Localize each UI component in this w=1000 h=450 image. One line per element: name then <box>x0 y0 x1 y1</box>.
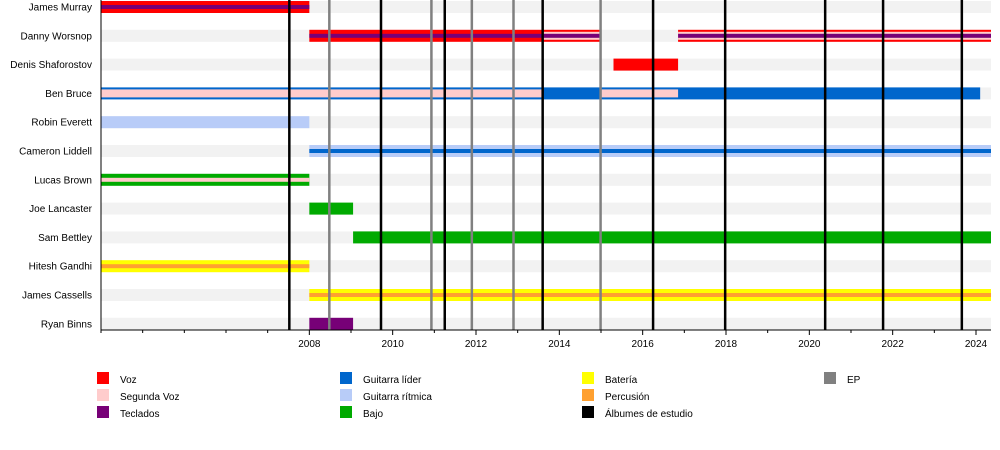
legend-swatch <box>97 372 109 384</box>
legend-swatch <box>582 406 594 418</box>
x-tick-label: 2024 <box>965 339 988 350</box>
row-background <box>101 260 991 273</box>
legend-swatch <box>340 389 352 401</box>
legend-label: EP <box>847 375 861 386</box>
legend-swatch <box>97 406 109 418</box>
legend-item-guitarra_lider: Guitarra líder <box>340 372 422 386</box>
row-background <box>101 317 991 330</box>
bar-voz <box>613 58 679 71</box>
legend-item-percusion: Percusión <box>582 389 649 403</box>
bar-teclados <box>309 33 543 38</box>
member-label: Danny Worsnop <box>20 31 92 42</box>
legend-label: Álbumes de estudio <box>605 407 693 420</box>
legend-label: Batería <box>605 375 638 386</box>
member-label: Lucas Brown <box>34 175 92 186</box>
member-label: Ryan Binns <box>41 319 92 330</box>
legend-item-segunda_voz: Segunda Voz <box>97 389 180 403</box>
legend-item-ep: EP <box>824 372 861 386</box>
x-tick-label: 2022 <box>882 339 905 350</box>
legend-item-teclados: Teclados <box>97 406 159 420</box>
legend-item-voz: Voz <box>97 372 137 386</box>
member-label: Ben Bruce <box>45 89 92 100</box>
bar-teclados <box>309 317 354 330</box>
bar-guitarra_lider <box>309 149 991 153</box>
bar-teclados <box>101 5 310 9</box>
member-label: Denis Shaforostov <box>10 60 92 71</box>
legend-label: Guitarra líder <box>363 375 422 386</box>
legend-item-guitarra_ritmica: Guitarra rítmica <box>340 389 432 403</box>
member-label: Joe Lancaster <box>29 204 92 215</box>
bar-teclados <box>678 33 991 38</box>
bar-percusion <box>101 264 310 269</box>
legend-swatch <box>97 389 109 401</box>
member-label: Cameron Liddell <box>19 147 92 158</box>
bar-segunda_voz <box>101 89 543 98</box>
legend-label: Teclados <box>120 409 159 420</box>
bar-teclados <box>542 33 601 38</box>
bar-segunda_voz <box>101 177 310 182</box>
legend-label: Percusión <box>605 392 649 403</box>
legend-swatch <box>824 372 836 384</box>
x-tick-label: 2008 <box>298 339 321 350</box>
bar-guitarra_ritmica <box>101 116 310 129</box>
x-tick-label: 2010 <box>382 339 405 350</box>
x-tick-label: 2016 <box>632 339 655 350</box>
member-label: Sam Bettley <box>38 233 92 244</box>
legend-label: Guitarra rítmica <box>363 392 432 403</box>
bar-bajo <box>353 231 991 244</box>
bar-segunda_voz <box>601 89 679 98</box>
legend-item-bateria: Batería <box>582 372 638 386</box>
row-background <box>101 58 991 71</box>
legend-swatch <box>340 406 352 418</box>
member-label: James Murray <box>29 3 92 14</box>
member-label: Robin Everett <box>31 118 92 129</box>
row-background <box>101 173 991 186</box>
member-label: James Cassells <box>22 291 92 302</box>
legend-item-albumes: Álbumes de estudio <box>582 406 693 420</box>
legend-swatch <box>582 372 594 384</box>
row-background <box>101 202 991 215</box>
member-label: Hitesh Gandhi <box>29 262 92 273</box>
legend-item-bajo: Bajo <box>340 406 383 420</box>
x-tick-label: 2014 <box>548 339 571 350</box>
legend-label: Voz <box>120 375 137 386</box>
bar-bajo <box>309 202 354 215</box>
row-background <box>101 116 991 129</box>
bar-percusion <box>309 293 991 297</box>
legend-swatch <box>340 372 352 384</box>
legend-label: Segunda Voz <box>120 392 180 403</box>
x-tick-label: 2012 <box>465 339 488 350</box>
legend-label: Bajo <box>363 409 383 420</box>
row-background <box>101 1 991 13</box>
x-tick-label: 2020 <box>798 339 821 350</box>
x-tick-label: 2018 <box>715 339 738 350</box>
legend-swatch <box>582 389 594 401</box>
